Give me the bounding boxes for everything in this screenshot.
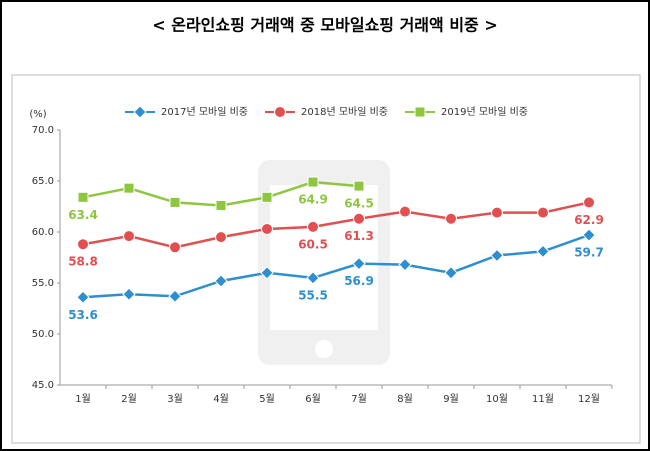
y-tick-label: 50.0 bbox=[32, 329, 54, 340]
marker bbox=[169, 241, 181, 254]
x-tick-label: 3월 bbox=[167, 393, 183, 405]
value-label: 62.9 bbox=[574, 213, 604, 227]
x-tick-label: 12월 bbox=[578, 393, 600, 405]
marker bbox=[353, 180, 365, 192]
x-tick-label: 11월 bbox=[532, 393, 554, 405]
marker bbox=[123, 230, 135, 243]
value-label: 60.5 bbox=[298, 237, 328, 251]
x-tick-label: 8월 bbox=[397, 393, 413, 405]
value-label: 61.3 bbox=[344, 229, 374, 243]
marker bbox=[352, 256, 366, 271]
marker bbox=[414, 106, 426, 118]
x-tick-label: 1월 bbox=[75, 393, 91, 405]
legend-label: 2019년 모바일 비중 bbox=[441, 106, 528, 118]
marker bbox=[261, 191, 273, 203]
y-tick-label: 55.0 bbox=[32, 278, 54, 289]
value-label: 55.5 bbox=[298, 288, 328, 302]
marker bbox=[307, 176, 319, 188]
y-tick-label: 70.0 bbox=[32, 125, 54, 136]
marker bbox=[122, 287, 136, 301]
value-label: 63.4 bbox=[68, 208, 98, 222]
legend-label: 2017년 모바일 비중 bbox=[161, 106, 248, 118]
marker bbox=[306, 271, 320, 285]
marker bbox=[399, 205, 411, 218]
y-axis-label: (%) bbox=[29, 109, 46, 120]
x-tick-label: 2월 bbox=[121, 393, 137, 405]
value-label: 64.5 bbox=[344, 197, 374, 211]
series: 53.6 55.5 56.9 59.7 bbox=[68, 228, 604, 322]
chart-title: < 온라인쇼핑 거래액 중 모바일쇼핑 거래액 비중 > bbox=[152, 16, 498, 35]
x-tick-label: 9월 bbox=[443, 393, 459, 405]
x-tick-label: 10월 bbox=[486, 393, 508, 405]
marker bbox=[490, 248, 504, 263]
marker bbox=[444, 266, 458, 280]
marker bbox=[307, 220, 319, 233]
marker bbox=[133, 105, 147, 119]
marker bbox=[123, 182, 135, 194]
value-label: 56.9 bbox=[344, 274, 374, 288]
marker bbox=[214, 274, 228, 288]
marker bbox=[398, 257, 412, 272]
series: 58.8 60.5 61.3 62.9 bbox=[68, 196, 604, 269]
marker bbox=[491, 206, 503, 219]
line bbox=[82, 201, 590, 249]
marker bbox=[260, 266, 274, 280]
value-label: 64.9 bbox=[298, 193, 328, 207]
x-tick-label: 4월 bbox=[213, 393, 229, 405]
marker bbox=[76, 290, 90, 304]
marker bbox=[77, 238, 89, 251]
marker bbox=[215, 231, 227, 244]
marker bbox=[583, 196, 595, 209]
x-tick-label: 7월 bbox=[351, 393, 367, 405]
line bbox=[82, 233, 590, 299]
marker bbox=[77, 191, 89, 203]
marker bbox=[274, 106, 286, 118]
marker bbox=[537, 206, 549, 219]
y-tick-label: 45.0 bbox=[32, 380, 54, 391]
value-label: 58.8 bbox=[68, 255, 98, 269]
marker bbox=[261, 222, 273, 235]
value-label: 53.6 bbox=[68, 308, 98, 322]
marker bbox=[536, 244, 550, 259]
marker bbox=[582, 228, 596, 242]
marker bbox=[353, 212, 365, 225]
y-tick-label: 65.0 bbox=[32, 176, 54, 187]
marker bbox=[169, 196, 181, 208]
y-tick-label: 60.0 bbox=[32, 227, 54, 238]
x-tick-label: 6월 bbox=[305, 393, 321, 405]
marker bbox=[168, 289, 182, 303]
phone-illustration bbox=[258, 160, 390, 365]
marker bbox=[445, 212, 457, 225]
value-label: 59.7 bbox=[574, 246, 604, 260]
legend-label: 2018년 모바일 비중 bbox=[301, 106, 388, 118]
x-tick-label: 5월 bbox=[259, 393, 275, 405]
marker bbox=[215, 199, 227, 211]
series: 63.4 64.9 64.5 bbox=[68, 176, 374, 222]
